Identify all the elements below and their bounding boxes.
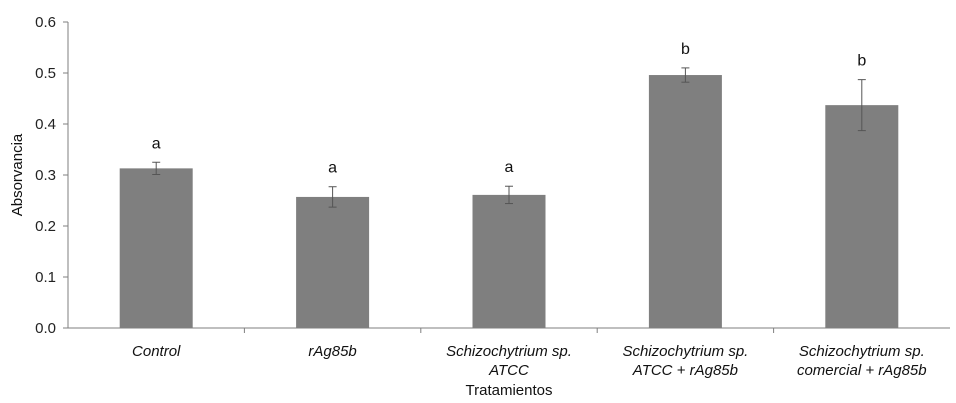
y-tick-label: 0.3 [35, 167, 56, 184]
bars: a a a b b [119, 41, 899, 328]
y-axis-title: Absorvancia [9, 133, 26, 216]
y-tick-label: 0.1 [35, 269, 56, 286]
bar [119, 168, 193, 328]
y-tick-label: 0.6 [35, 14, 56, 31]
x-tick-label: comercial + rAg85b [797, 362, 927, 379]
y-tick-label: 0.2 [35, 218, 56, 235]
x-tick-label: ATCC [488, 362, 529, 379]
x-tick-label: Schizochytrium sp. [622, 343, 748, 360]
significance-label: a [152, 135, 161, 152]
x-tick-label: Schizochytrium sp. [446, 343, 572, 360]
error-bar [328, 186, 337, 208]
significance-label: b [681, 41, 690, 58]
y-tick-label: 0.4 [35, 116, 56, 133]
error-bar [681, 67, 690, 83]
x-axis: Control rAg85b Schizochytrium sp. ATCC Schiz… [68, 327, 950, 379]
bar [648, 75, 722, 328]
y-tick-label: 0.0 [35, 320, 56, 337]
y-tick-label: 0.5 [35, 65, 56, 82]
significance-label: b [857, 53, 866, 70]
x-tick-label: rAg85b [308, 343, 356, 360]
significance-label: a [505, 159, 514, 176]
x-tick-label: Control [132, 343, 181, 360]
bar [825, 105, 899, 328]
x-tick-label: Schizochytrium sp. [799, 343, 925, 360]
error-bar [152, 161, 161, 175]
error-bar [505, 185, 513, 205]
x-tick-label: ATCC + rAg85b [632, 362, 738, 379]
x-axis-title: Tratamientos [466, 382, 553, 399]
bar [296, 196, 370, 328]
error-bar [857, 79, 866, 132]
y-axis: 0.0 0.1 0.2 0.3 0.4 0.5 0.6 [35, 14, 69, 337]
bar [472, 194, 546, 328]
significance-label: a [328, 160, 337, 177]
